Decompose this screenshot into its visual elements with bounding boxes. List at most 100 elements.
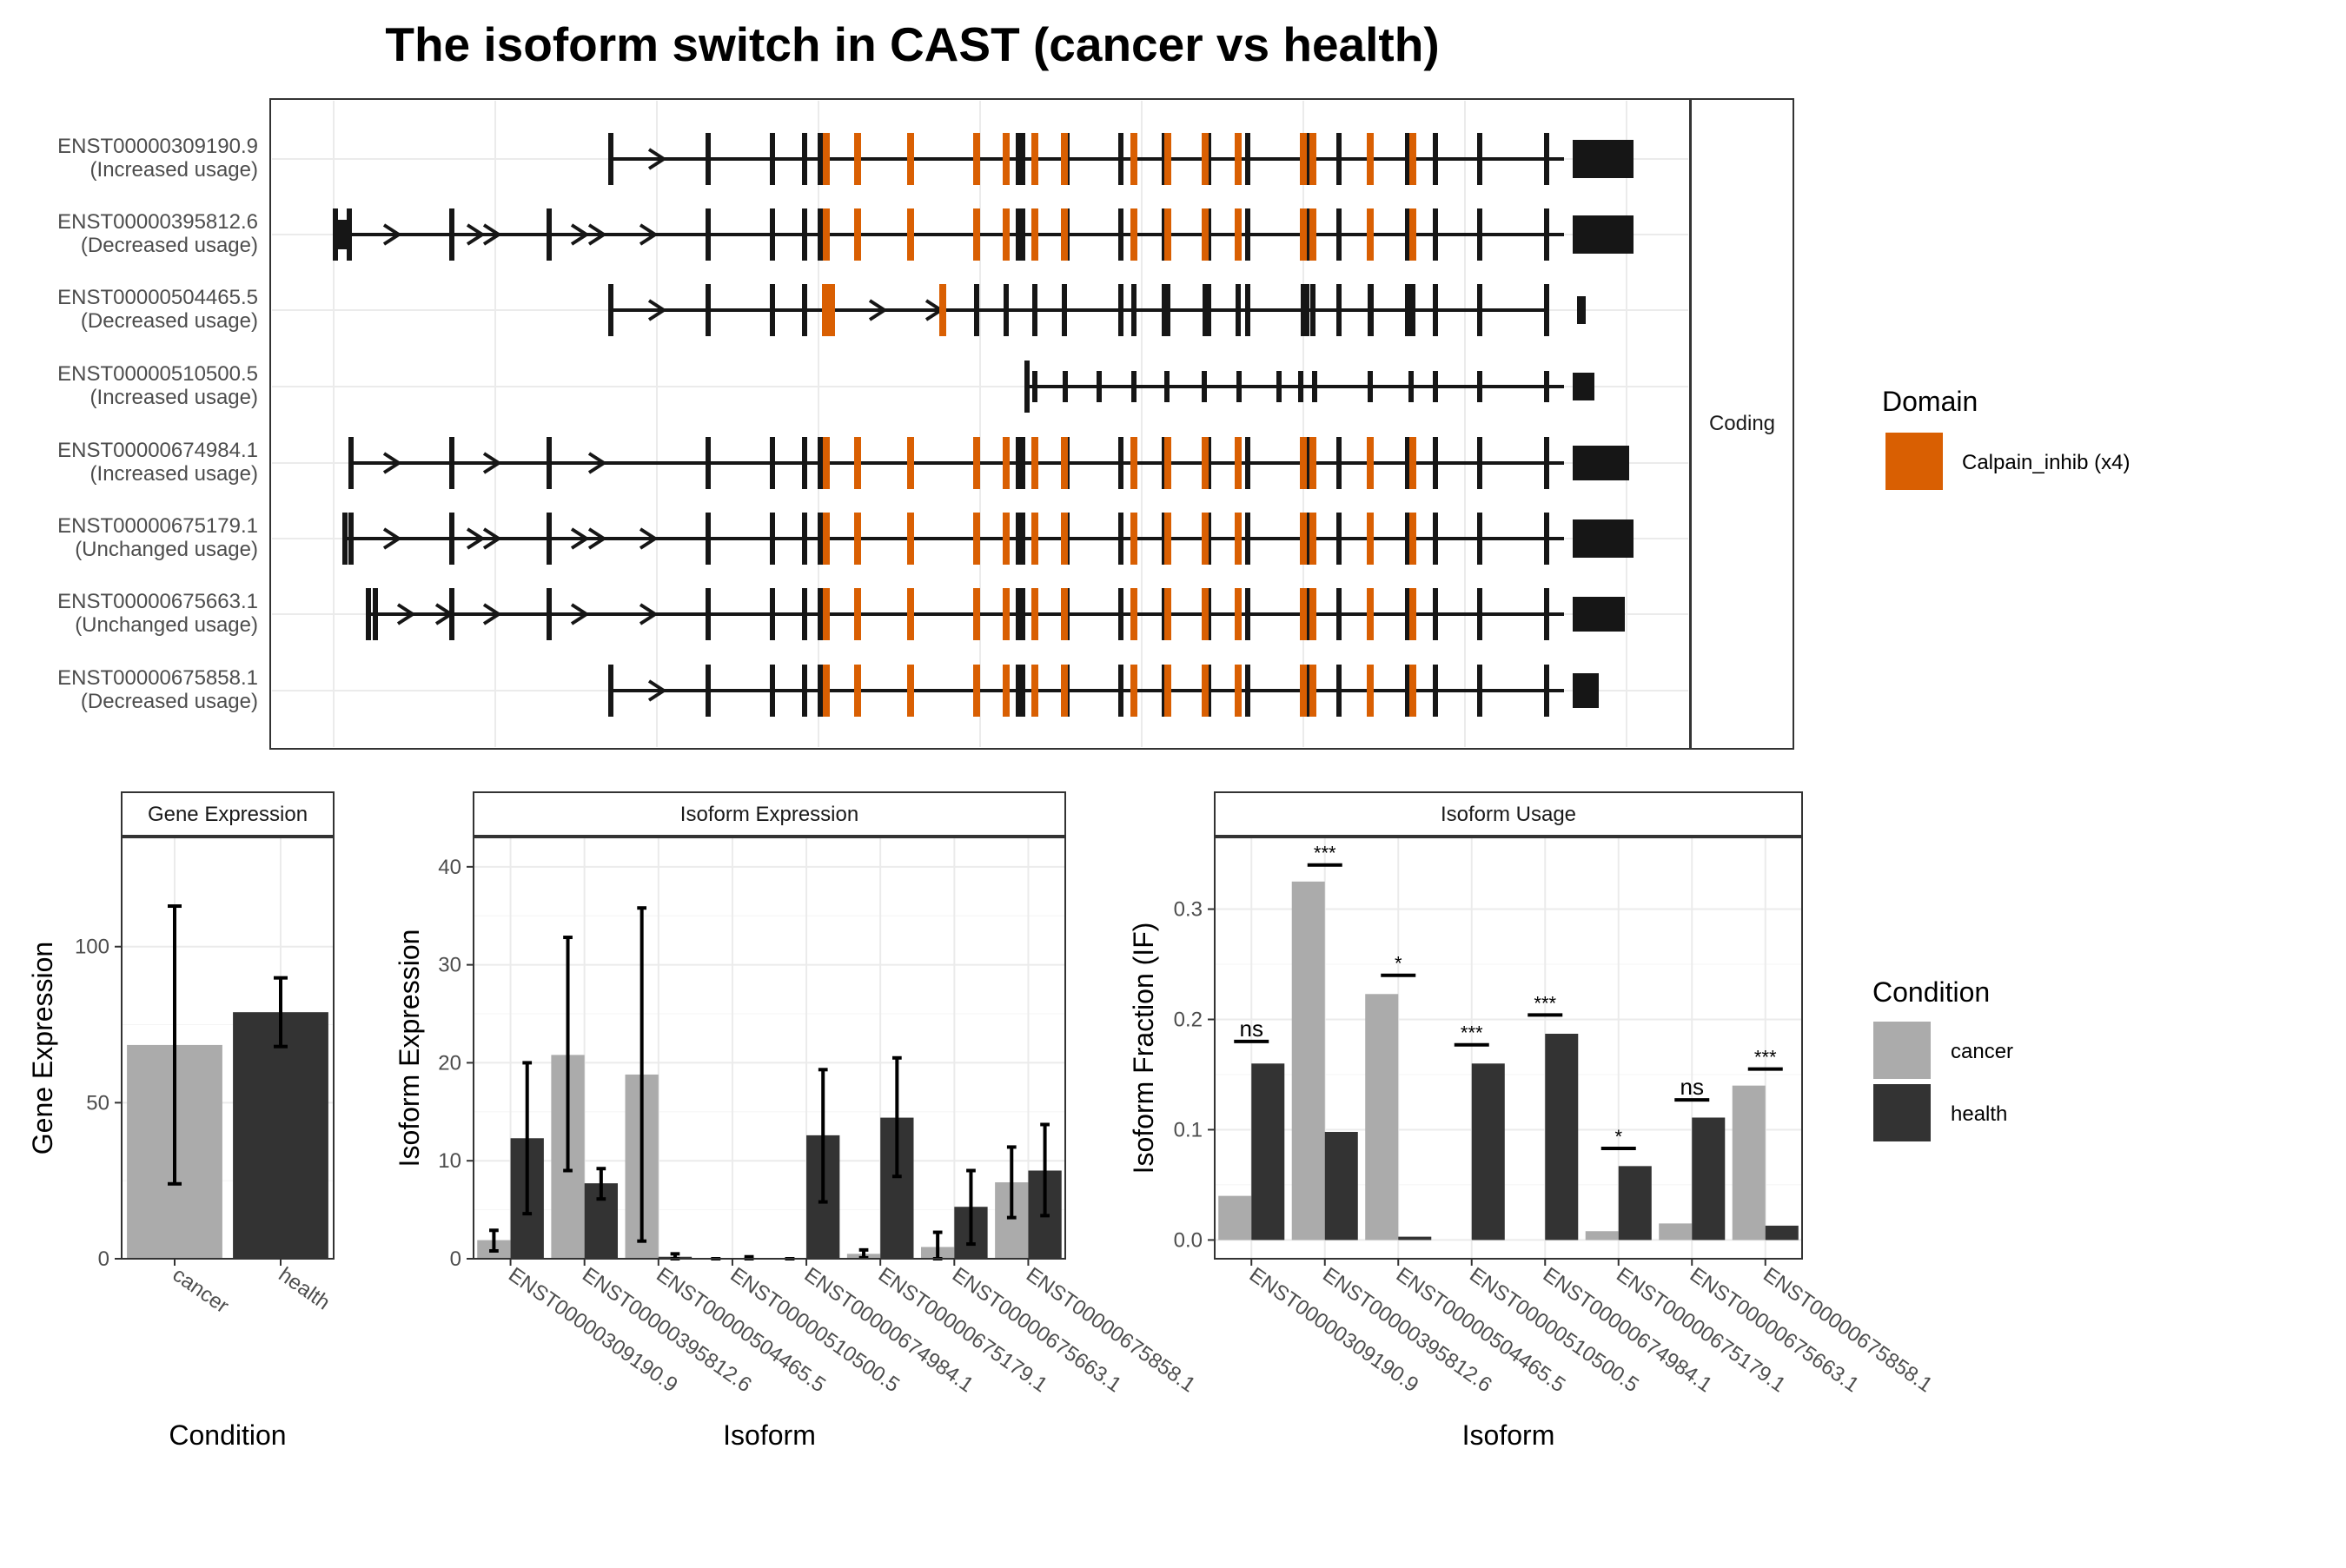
transcript-id-label: ENST00000675663.1 (57, 590, 258, 613)
transcript-id-label: ENST00000510500.5 (57, 362, 258, 386)
domain-exon (1003, 133, 1010, 185)
domain-exon (1367, 665, 1374, 717)
exon (1410, 284, 1415, 336)
exon (1301, 284, 1306, 336)
utr-block (1573, 446, 1629, 480)
domain-legend-title: Domain (1882, 386, 1978, 417)
y-axis-title: Isoform Expression (394, 930, 425, 1168)
transcript-usage-label: (Unchanged usage) (75, 538, 258, 561)
exon (1405, 588, 1410, 640)
exon (1405, 437, 1410, 489)
condition-legend-title: Condition (1872, 976, 1990, 1008)
exon (547, 208, 552, 261)
condition-legend: Condition cancer health (1872, 976, 2013, 1141)
exon (1203, 284, 1208, 336)
y-tick-label: 50 (86, 1091, 109, 1115)
exon (1312, 371, 1317, 402)
exon (1016, 437, 1021, 489)
exon (1020, 588, 1025, 640)
intron-arrow (647, 148, 667, 170)
domain-exon (854, 437, 861, 489)
bar (1732, 1085, 1766, 1241)
y-tick-label: 40 (438, 856, 461, 879)
bar (1618, 1166, 1652, 1241)
bar (233, 1012, 328, 1259)
intron-arrow (396, 603, 416, 625)
domain-exon (1409, 437, 1416, 489)
exon (547, 513, 552, 565)
domain-exon (1061, 588, 1068, 640)
exon (706, 284, 711, 336)
panel-border (473, 837, 1066, 1260)
exon (1477, 437, 1482, 489)
structure-panel: ENST00000309190.9(Increased usage)ENST00… (57, 98, 1794, 750)
domain-exon (1202, 513, 1209, 565)
exon (1097, 371, 1102, 402)
exon (1433, 208, 1438, 261)
bar (1765, 1225, 1799, 1241)
exon (706, 208, 711, 261)
bar (1324, 1131, 1358, 1241)
domain-exon (1130, 208, 1137, 261)
exon (1020, 513, 1025, 565)
y-tick-label: 0 (450, 1247, 461, 1271)
exon (1245, 437, 1250, 489)
domain-exon (1300, 133, 1307, 185)
bar (1251, 1063, 1285, 1241)
intron-arrow (482, 603, 502, 625)
utr-block (1577, 296, 1586, 324)
exon (1336, 513, 1342, 565)
panel-border (1214, 837, 1803, 1260)
domain-exon (1031, 133, 1038, 185)
domain-exon (907, 437, 914, 489)
exon (1131, 371, 1137, 402)
exon (1544, 133, 1549, 185)
significance-label: ns (1680, 1074, 1704, 1100)
exon (706, 513, 711, 565)
exon (1336, 437, 1342, 489)
exon (547, 437, 552, 489)
exon (1336, 284, 1342, 336)
domain-exon (907, 665, 914, 717)
exon (1368, 284, 1373, 336)
intron-arrow (647, 299, 667, 321)
exon (1245, 208, 1250, 261)
intron-arrow (482, 452, 502, 474)
domain-exon (823, 133, 830, 185)
transcript-id-label: ENST00000674984.1 (57, 439, 258, 462)
condition-legend-label-health: health (1951, 1102, 2007, 1126)
domain-exon (854, 588, 861, 640)
exon (1405, 208, 1410, 261)
transcript-track (608, 133, 1634, 185)
exon (1477, 284, 1482, 336)
exon (770, 208, 775, 261)
exon (1408, 371, 1414, 402)
exon (1245, 588, 1250, 640)
domain-exon (854, 133, 861, 185)
structure-tracks (333, 133, 1634, 717)
domain-exon (1031, 588, 1038, 640)
domain-exon (823, 513, 830, 565)
exon (770, 513, 775, 565)
intron-arrow (639, 603, 659, 625)
y-tick-label: 30 (438, 954, 461, 977)
significance-label: *** (1314, 843, 1336, 864)
exon (1004, 284, 1009, 336)
exon (1433, 284, 1438, 336)
intron-arrow (570, 603, 590, 625)
y-tick-label: 0 (98, 1247, 109, 1271)
transcript-track (608, 284, 1586, 336)
exon (348, 513, 354, 565)
exon (1020, 437, 1025, 489)
transcript-id-label: ENST00000675179.1 (57, 514, 258, 538)
exon (1336, 208, 1342, 261)
exon (818, 513, 823, 565)
utr-block (1573, 373, 1594, 400)
exon (1336, 588, 1342, 640)
exon (1024, 371, 1030, 402)
domain-exon (907, 133, 914, 185)
intron-arrow (466, 527, 486, 550)
domain-exon (973, 437, 980, 489)
significance-label: *** (1534, 992, 1556, 1014)
domain-exon (1235, 513, 1242, 565)
